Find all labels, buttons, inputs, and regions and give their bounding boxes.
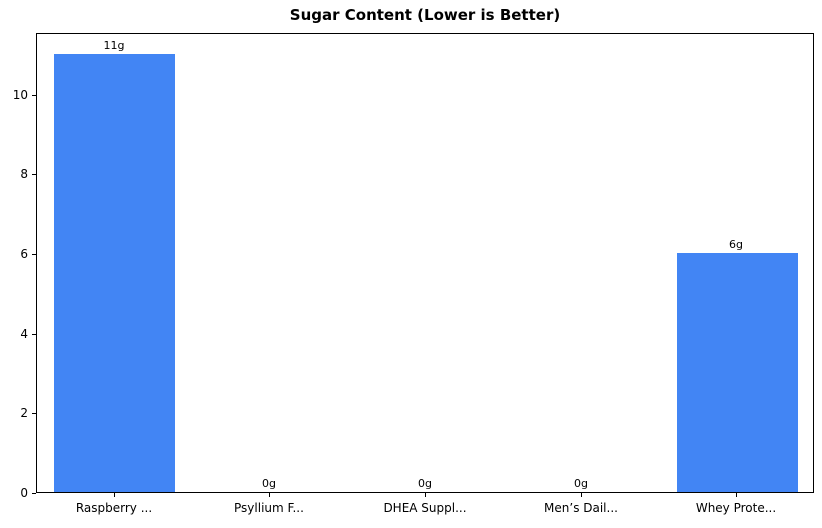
- x-tick-mark: [425, 493, 426, 497]
- x-tick-label: Men’s Dail...: [544, 501, 618, 515]
- y-tick-mark: [32, 413, 36, 414]
- y-tick-label: 8: [20, 167, 28, 181]
- x-tick-mark: [581, 493, 582, 497]
- bar-value-label: 6g: [729, 238, 743, 251]
- x-tick-mark: [736, 493, 737, 497]
- y-tick-label: 0: [20, 486, 28, 500]
- y-tick-label: 10: [12, 88, 28, 102]
- plot-area: [36, 33, 814, 493]
- y-tick-mark: [32, 254, 36, 255]
- x-tick-label: Whey Prote...: [695, 501, 777, 515]
- y-tick-mark: [32, 493, 36, 494]
- x-tick-mark: [269, 493, 270, 497]
- y-tick-mark: [32, 95, 36, 96]
- bar-value-label: 0g: [574, 477, 588, 490]
- y-tick-label: 6: [20, 247, 28, 261]
- x-tick-mark: [114, 493, 115, 497]
- x-tick-label: Raspberry ...: [75, 501, 153, 515]
- bar-value-label: 11g: [103, 39, 125, 52]
- y-tick-label: 2: [20, 406, 28, 420]
- x-tick-label: Psyllium F...: [234, 501, 304, 515]
- bar-value-label: 0g: [418, 477, 432, 490]
- bar: [677, 253, 798, 492]
- bar: [54, 54, 175, 492]
- y-tick-mark: [32, 174, 36, 175]
- bar-value-label: 0g: [262, 477, 276, 490]
- y-tick-mark: [32, 334, 36, 335]
- x-tick-label: DHEA Suppl...: [383, 501, 467, 515]
- chart-title: Sugar Content (Lower is Better): [289, 6, 561, 24]
- y-tick-label: 4: [20, 327, 28, 341]
